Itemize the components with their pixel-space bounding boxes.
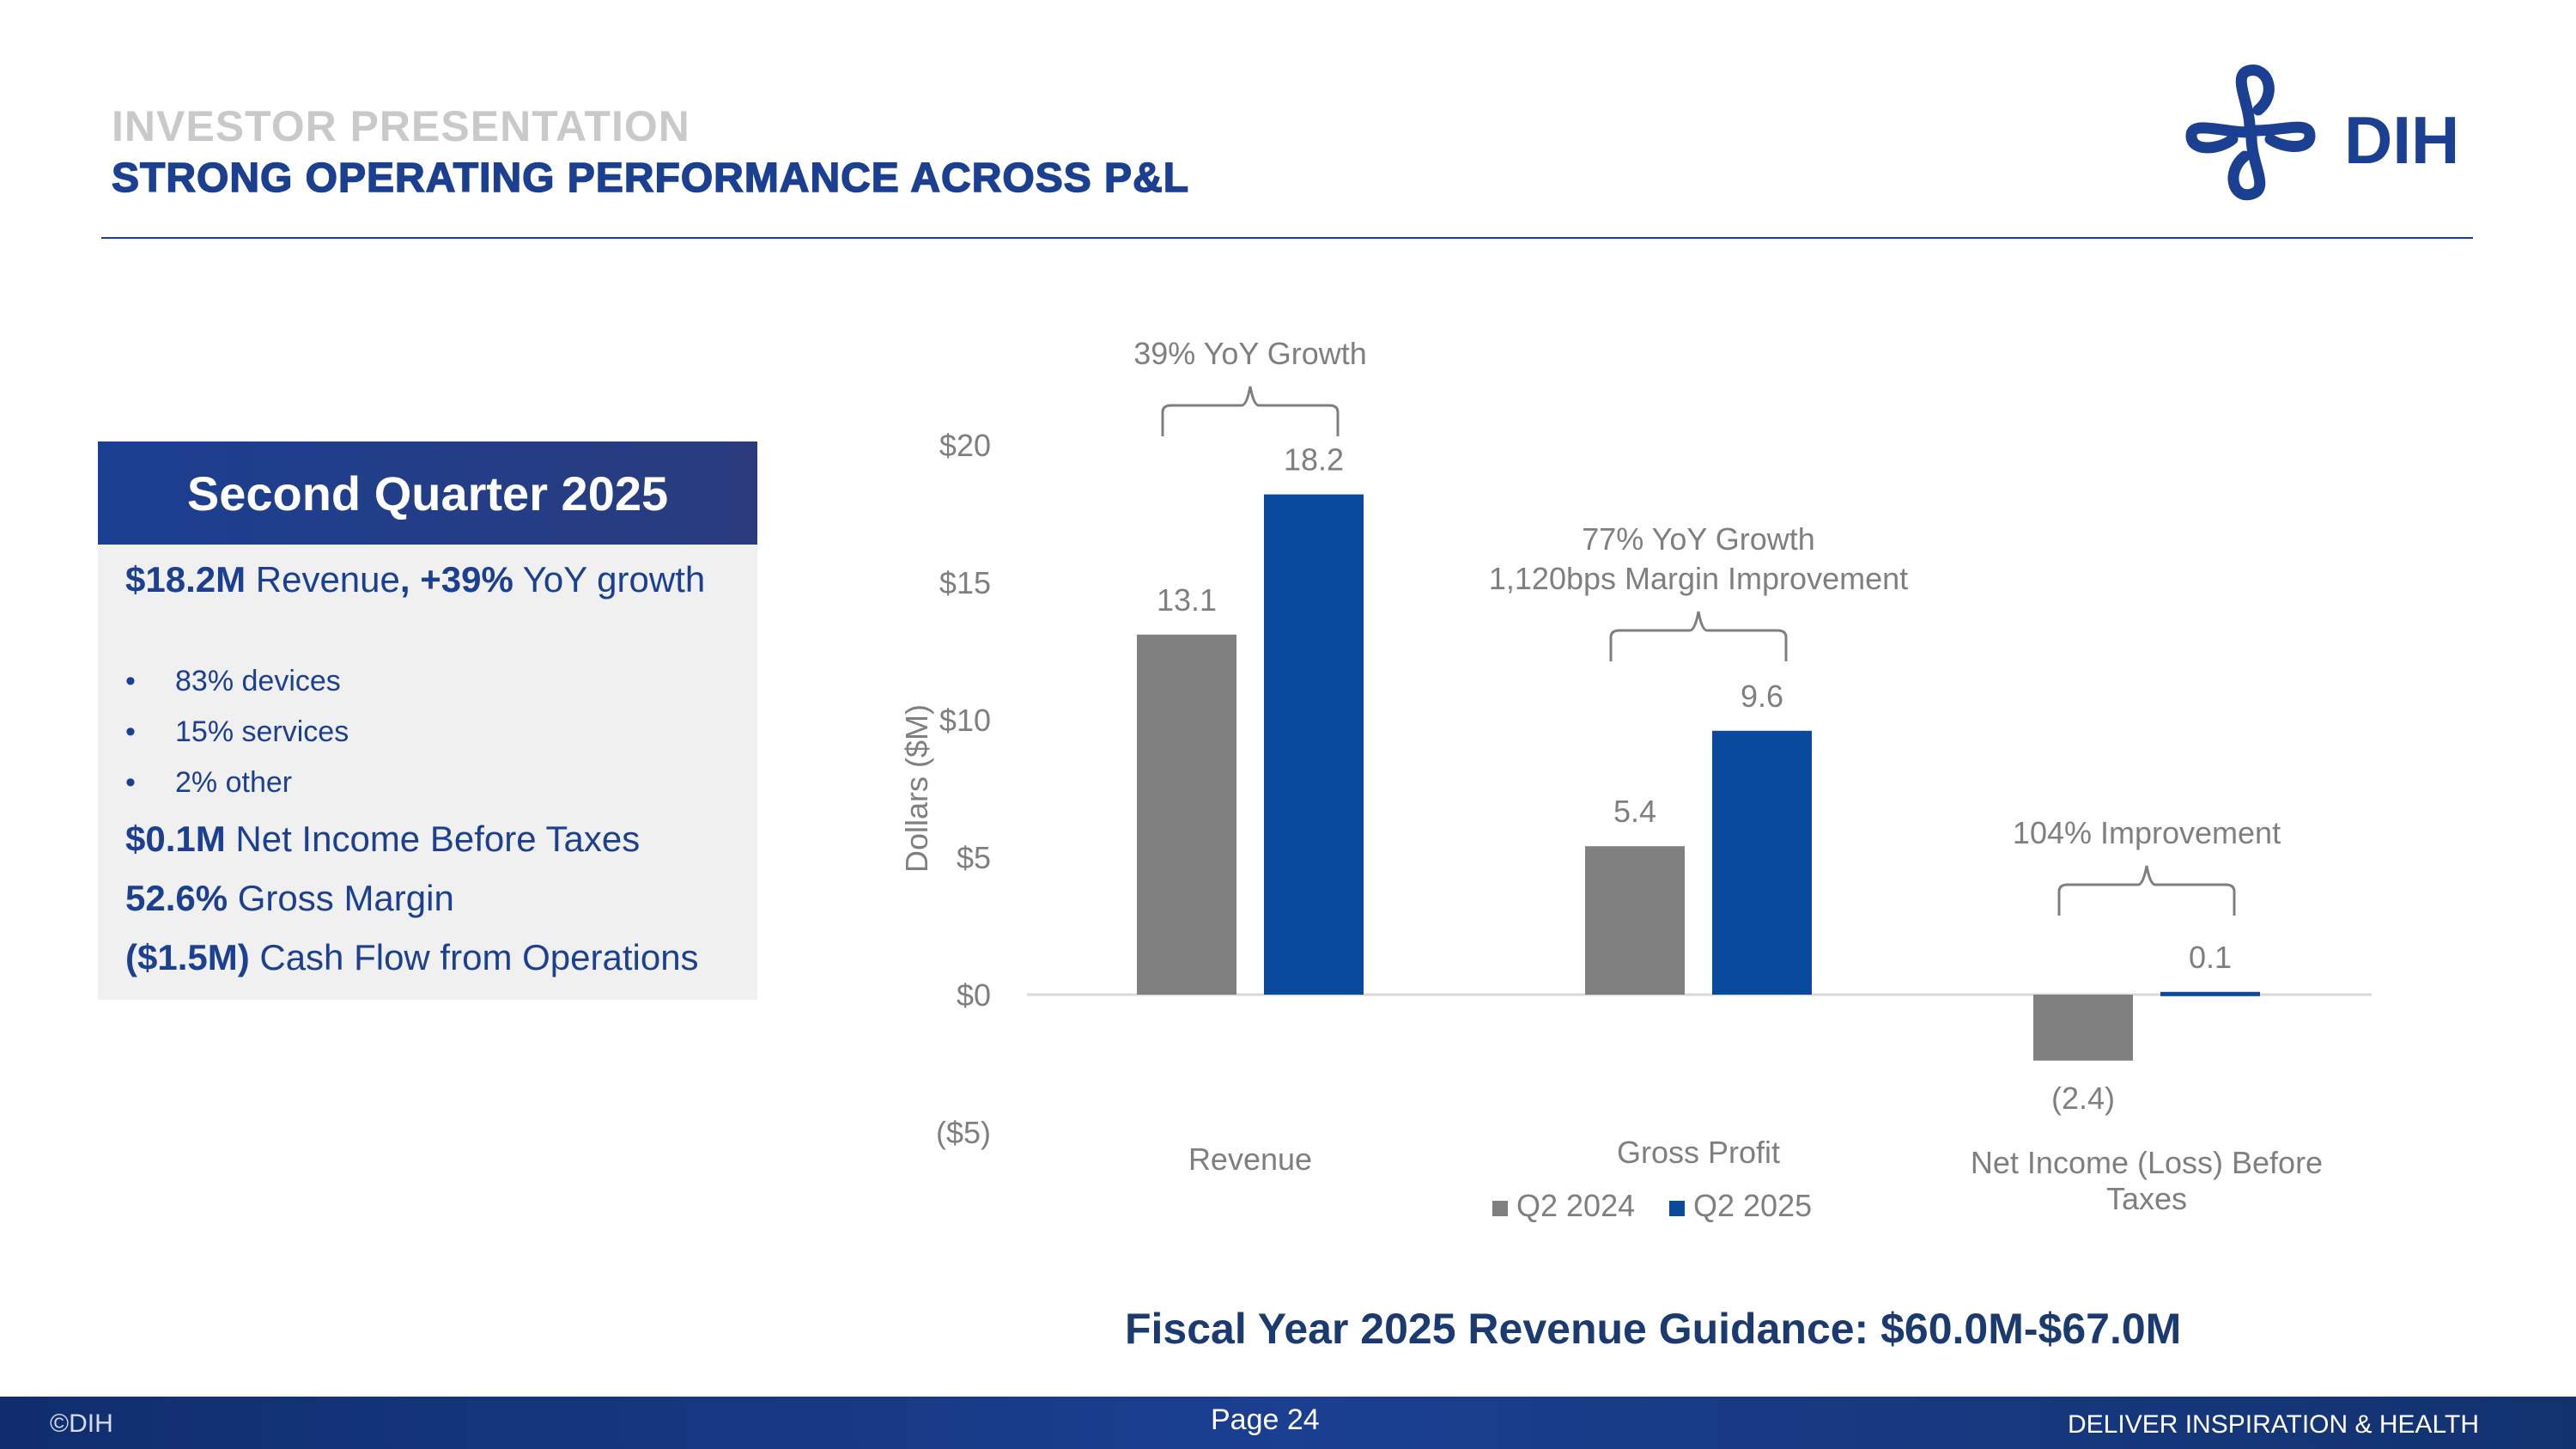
y-tick-label: $10 — [939, 703, 991, 738]
bullet-devices: • 83% devices — [125, 665, 341, 697]
growth-annotation: 77% YoY Growth — [1582, 521, 1815, 557]
y-tick-label: ($5) — [936, 1115, 991, 1150]
pnl-bar-chart: $20 $15 $10 $5 $0 ($5) Dollars ($M) 13.1 18.2 Rev… — [899, 336, 2372, 1223]
slide-title: STRONG OPERATING PERFORMANCE ACROSS P&L — [111, 155, 1190, 202]
growth-annotation: 1,120bps Margin Improvement — [1489, 561, 1908, 596]
revenue-label: Revenue — [246, 559, 400, 600]
legend-swatch — [1669, 1201, 1685, 1216]
bar-q2-2024 — [1585, 846, 1685, 995]
footer-tagline: DELIVER INSPIRATION & HEALTH — [2068, 1410, 2479, 1439]
bar-q2-2025 — [1264, 494, 1364, 995]
growth-annotation: 39% YoY Growth — [1133, 336, 1367, 371]
cash-flow-metric: ($1.5M) Cash Flow from Operations — [125, 937, 699, 977]
footer-copyright: ©DIH — [50, 1409, 113, 1438]
bar-q2-2024 — [1137, 634, 1236, 995]
y-tick-label: $20 — [939, 428, 991, 463]
y-axis-label: Dollars ($M) — [899, 704, 934, 873]
footer-bar — [0, 1397, 2576, 1449]
revenue-growth: , +39% — [399, 559, 513, 600]
legend-swatch — [1492, 1201, 1508, 1216]
x-category-label: Gross Profit — [1617, 1135, 1780, 1170]
x-category-label: Revenue — [1188, 1142, 1312, 1177]
panel-title: Second Quarter 2025 — [98, 441, 757, 545]
bar-q2-2025 — [1712, 730, 1812, 995]
annotation-brace — [2057, 865, 2236, 916]
logo-mark-icon — [2185, 64, 2316, 201]
legend-label: Q2 2024 — [1516, 1188, 1635, 1223]
header-divider — [101, 237, 2473, 239]
page-number: Page 24 — [1211, 1403, 1320, 1436]
x-category-label: Taxes — [2106, 1181, 2187, 1216]
data-label: 5.4 — [1613, 794, 1656, 829]
revenue-guidance: Fiscal Year 2025 Revenue Guidance: $60.0… — [1125, 1305, 2182, 1353]
bar-q2-2024 — [2033, 995, 2133, 1061]
data-label: 0.1 — [2189, 940, 2232, 975]
data-label: 18.2 — [1284, 442, 1344, 478]
bar-q2-2025 — [2160, 991, 2260, 996]
data-label: 9.6 — [1741, 679, 1783, 714]
x-category-label: Net Income (Loss) Before — [1971, 1145, 2323, 1180]
data-label: 13.1 — [1157, 582, 1217, 618]
growth-annotation: 104% Improvement — [2013, 815, 2281, 850]
y-tick-label: $5 — [957, 840, 991, 875]
bullet-other: • 2% other — [125, 766, 293, 799]
legend-label: Q2 2025 — [1693, 1188, 1812, 1223]
data-label: (2.4) — [2051, 1081, 2115, 1116]
logo-wordmark: DIH — [2344, 102, 2459, 178]
revenue-value: $18.2M — [125, 559, 246, 600]
annotation-brace — [1609, 611, 1788, 661]
presentation-label: INVESTOR PRESENTATION — [112, 102, 690, 150]
annotation-brace — [1161, 386, 1340, 436]
y-tick-label: $15 — [939, 565, 991, 600]
gross-margin-metric: 52.6% Gross Margin — [125, 878, 454, 918]
revenue-summary: $18.2M Revenue, +39% YoY growth — [125, 557, 744, 603]
dih-logo: DIH — [2181, 60, 2490, 206]
y-tick-label: $0 — [957, 977, 991, 1013]
revenue-tail: YoY growth — [513, 559, 706, 600]
net-income-metric: $0.1M Net Income Before Taxes — [125, 819, 641, 859]
bullet-services: • 15% services — [125, 715, 349, 748]
